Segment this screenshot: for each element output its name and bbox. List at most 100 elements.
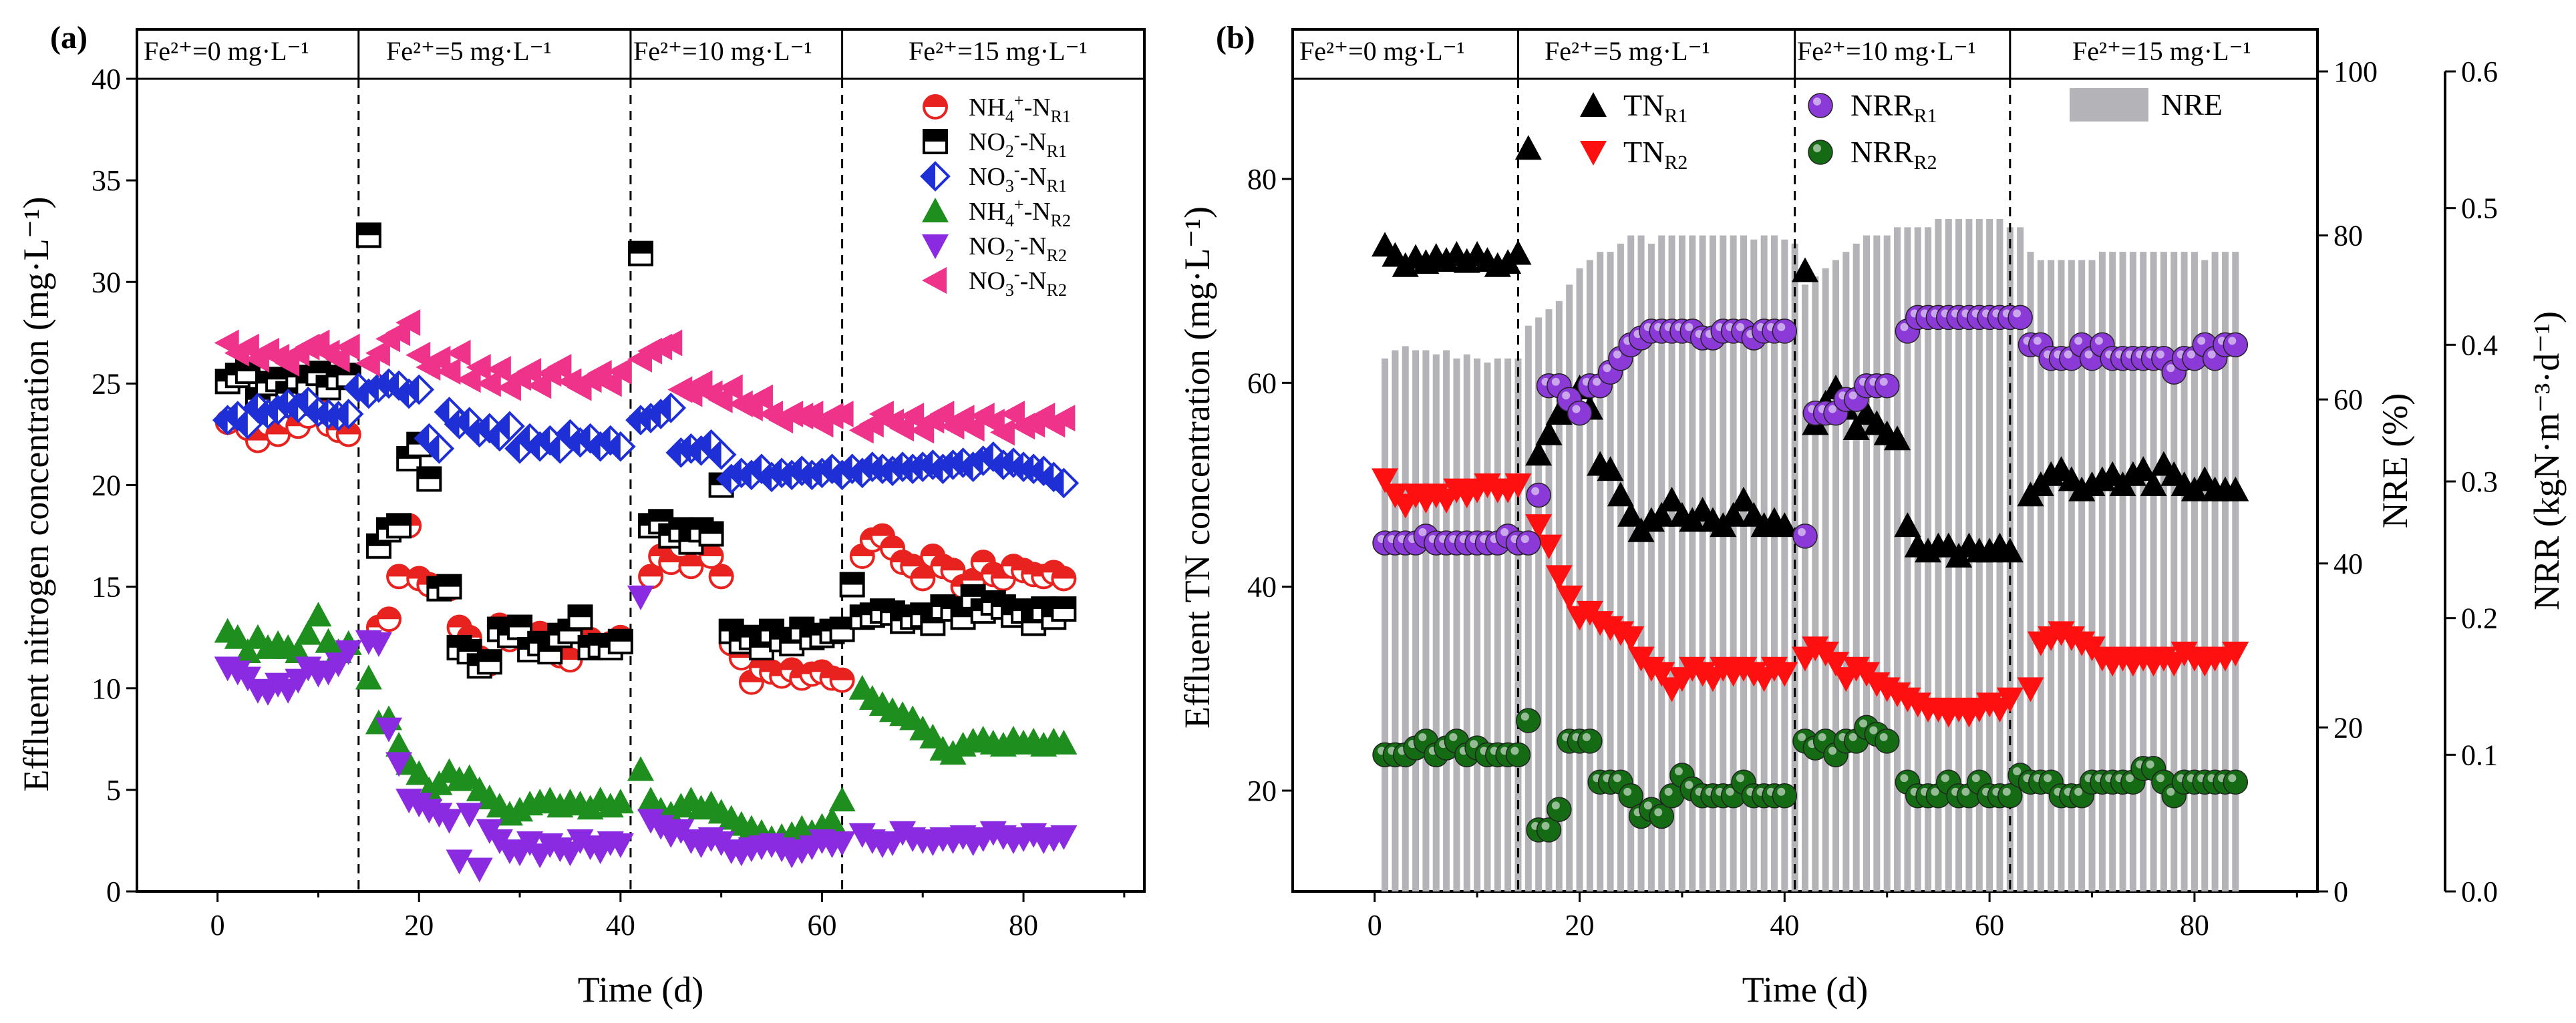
panel-a-point: [567, 604, 593, 630]
panel-a-band-ticks: [357, 29, 844, 79]
marker-fill: [798, 461, 812, 489]
marker-ball: [1547, 797, 1572, 822]
marker-shape: [1525, 514, 1553, 540]
panel-b-y-axis-nrr: 0.0 0.1 0.2 0.3 0.4 0.5 0.6: [2444, 55, 2498, 908]
marker-fill: [466, 419, 480, 446]
panel-b-nre-bar: [1576, 268, 1583, 892]
panel-b-nrr-r2-point: [1536, 817, 1562, 843]
panel-b-y2-tick-label: 40: [2333, 548, 2363, 580]
panel-b-band-2: Fe²⁺=10 mg·L⁻¹: [1797, 36, 1976, 66]
panel-b-nre-bar: [1545, 309, 1553, 891]
marker-shape: [818, 807, 846, 832]
marker-highlight: [1931, 787, 1939, 796]
panel-b-nre-bar: [2068, 260, 2075, 891]
panel-a-point: [446, 849, 473, 875]
panel-b-nre-bar: [1474, 358, 1481, 891]
marker-fill: [609, 630, 632, 642]
panel-b-x-tick-label: 20: [1565, 909, 1595, 942]
panel-b-legend: TNR1 TNR2 NRRR1 NRRR2 NRE: [1580, 87, 2223, 174]
panel-b-nre-bar: [2048, 260, 2055, 891]
marker-fill: [436, 398, 450, 425]
marker-highlight: [2187, 350, 2195, 359]
panel-b-tn-r1-point: [1730, 486, 1757, 512]
panel-b-nrr-r1-point: [1874, 373, 1900, 399]
marker-highlight: [1818, 733, 1826, 741]
marker-highlight: [2013, 767, 2022, 776]
panel-a-legend-marker: [922, 198, 949, 222]
panel-a-point: [424, 433, 455, 464]
marker-shape: [1504, 240, 1532, 265]
panel-b-tn-r2-point: [2017, 677, 2044, 702]
panel-b-nre-bar: [2221, 252, 2229, 891]
marker-shape: [2222, 641, 2249, 666]
panel-b-nre-bar: [2150, 252, 2157, 891]
panel-b-nre-bar: [2232, 252, 2239, 891]
panel-b-nre-bar: [1555, 300, 1563, 892]
panel-b-nrr-r1-point: [1792, 524, 1818, 549]
marker-fill: [909, 453, 923, 481]
marker-shape: [657, 329, 683, 357]
marker-shape: [922, 267, 947, 294]
panel-a-point: [818, 807, 846, 832]
panel-a-point: [386, 564, 412, 590]
panel-a-point: [959, 415, 985, 442]
marker-fill: [728, 459, 742, 487]
marker-fill: [496, 413, 510, 440]
panel-a-point: [828, 401, 854, 428]
panel-a-point: [628, 240, 653, 266]
panel-b-nre-bar: [1781, 239, 1788, 891]
panel-b-tn-r1-point: [1525, 441, 1553, 466]
marker-highlight: [1603, 364, 1611, 373]
marker-shape: [1525, 441, 1553, 466]
panel-a-point: [778, 401, 804, 428]
panel-b-nre-bar: [1658, 235, 1665, 892]
panel-b-tn-r2-point: [1822, 652, 1850, 677]
marker-shape: [999, 401, 1025, 428]
panel-b-nre-bar: [1382, 358, 1389, 891]
panel-b-nrr-r2-point: [1659, 783, 1685, 809]
panel-a-point: [476, 370, 501, 397]
panel-b-nrr-r1-point: [1526, 482, 1551, 508]
marker-shape: [707, 386, 733, 413]
panel-b-nre-bar: [2191, 252, 2198, 891]
marker-shape: [828, 401, 854, 428]
panel-b-y-tick-label: 40: [1247, 571, 1277, 604]
panel-b-nre-bar: [1412, 350, 1420, 891]
panel-a-point: [295, 620, 322, 645]
panel-a-point: [910, 566, 936, 592]
panel-b-y3-tick-label: 0.4: [2461, 329, 2498, 361]
panel-a-point: [748, 384, 773, 411]
panel-a-point: [698, 521, 724, 547]
panel-b-nre-bar: [1812, 276, 1819, 891]
marker-fill: [637, 405, 651, 432]
marker-shape: [2140, 471, 2167, 496]
marker-highlight: [1500, 528, 1509, 536]
marker-fill: [406, 376, 420, 403]
panel-b-nre-bar: [1802, 284, 1808, 891]
panel-b-nre-bar: [1432, 354, 1440, 891]
marker-highlight: [2033, 337, 2042, 345]
panel-b-nre-bar: [1453, 358, 1460, 891]
marker-highlight: [1685, 781, 1694, 789]
panel-b-legend-label: TNR2: [1623, 135, 1687, 174]
panel-b-tn-r1-point: [1720, 501, 1747, 527]
panel-b-tn-r2-point: [2222, 641, 2249, 666]
panel-a-point: [376, 606, 401, 632]
panel-b-nre-bar: [2181, 252, 2188, 891]
marker-fill: [607, 433, 621, 460]
marker-fill: [989, 451, 1003, 479]
panel-a-legend-marker: [922, 267, 947, 294]
marker-shape: [607, 358, 632, 385]
marker-shape: [446, 339, 471, 367]
marker-highlight: [1900, 323, 1909, 331]
panel-b-nre-bar: [2201, 260, 2209, 891]
marker-fill: [627, 407, 641, 434]
marker-fill: [629, 242, 652, 254]
marker-shape: [476, 370, 501, 397]
marker-shape: [1535, 420, 1563, 445]
marker-fill: [699, 522, 723, 534]
marker-highlight: [1813, 144, 1821, 152]
panel-a-legend-marker: [922, 234, 949, 259]
panel-b-tn-r1-point: [2140, 471, 2167, 496]
panel-b-legend-marker: [1808, 93, 1833, 118]
